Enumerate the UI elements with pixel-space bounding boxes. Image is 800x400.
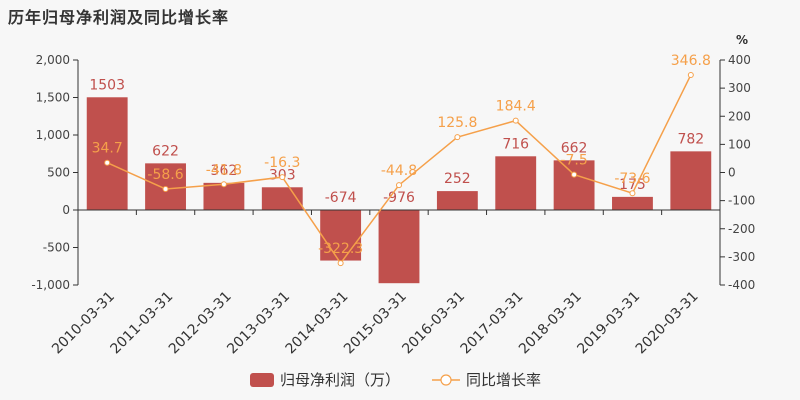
bar-value-label: 252 xyxy=(444,171,471,187)
growth-value-label: -16.3 xyxy=(264,155,300,171)
y-left-tick-label: 1,500 xyxy=(36,91,70,105)
y-right-tick-label: 300 xyxy=(728,81,751,95)
bar xyxy=(612,196,653,210)
growth-value-label: 34.7 xyxy=(92,141,123,157)
growth-point xyxy=(512,117,519,124)
growth-point xyxy=(454,134,461,141)
bar-value-label: 1503 xyxy=(89,77,125,93)
bar-value-label: 622 xyxy=(152,143,179,159)
x-tick-label: 2020-03-31 xyxy=(633,289,702,358)
legend-bar-label: 归母净利润（万） xyxy=(280,371,400,389)
growth-value-label: 184.4 xyxy=(496,99,536,115)
bar xyxy=(203,182,245,210)
y-left-tick-label: 1,000 xyxy=(36,128,70,142)
growth-point xyxy=(337,260,344,267)
y-right-tick-label: 100 xyxy=(728,137,751,151)
bar xyxy=(378,210,420,284)
bar xyxy=(553,160,595,210)
legend-line-label: 同比增长率 xyxy=(466,371,541,389)
chart-title: 历年归母净利润及同比增长率 xyxy=(8,8,230,27)
growth-point xyxy=(687,71,694,78)
bar xyxy=(436,191,478,210)
y-right-tick-label: -200 xyxy=(728,222,755,236)
y-right-tick-label: 0 xyxy=(728,166,736,180)
growth-value-label: 125.8 xyxy=(437,115,477,131)
growth-value-label: -41.8 xyxy=(206,162,242,178)
bar xyxy=(495,156,537,210)
bar-value-label: 716 xyxy=(502,136,529,152)
legend-line-marker xyxy=(440,374,452,386)
bar xyxy=(320,210,362,261)
growth-point xyxy=(571,171,578,178)
y-left-tick-label: 500 xyxy=(47,166,70,180)
bar xyxy=(670,151,712,210)
growth-point xyxy=(162,185,169,192)
y-right-unit: % xyxy=(736,33,748,47)
bar-value-label: -976 xyxy=(383,190,415,206)
bar-value-label: -674 xyxy=(325,190,357,206)
y-left-tick-label: -1,000 xyxy=(31,278,70,292)
y-right-tick-label: -400 xyxy=(728,278,755,292)
growth-value-label: -73.6 xyxy=(614,171,650,187)
y-left-tick-label: -500 xyxy=(43,241,70,255)
y-left-tick-label: 0 xyxy=(62,203,70,217)
y-right-tick-label: 400 xyxy=(728,53,751,67)
y-left-tick-label: 2,000 xyxy=(36,53,70,67)
growth-point xyxy=(396,182,402,189)
legend-bar-swatch xyxy=(250,373,274,387)
growth-value-label: -58.6 xyxy=(147,167,183,183)
y-right-tick-label: 200 xyxy=(728,109,751,123)
growth-value-label: 346.8 xyxy=(671,53,711,69)
growth-value-label: -322.3 xyxy=(318,241,363,257)
bar-value-label: 782 xyxy=(677,131,704,147)
growth-value-label: -44.8 xyxy=(381,163,417,179)
y-right-tick-label: -100 xyxy=(728,194,755,208)
growth-point xyxy=(279,174,286,181)
growth-point xyxy=(629,190,636,197)
y-right-tick-label: -300 xyxy=(728,250,755,264)
bar-value-label: 662 xyxy=(561,140,588,156)
growth-value-label: -7.5 xyxy=(560,153,587,169)
bar-value-label: 362 xyxy=(211,163,238,179)
bar xyxy=(86,97,128,210)
growth-point xyxy=(104,159,111,166)
growth-point xyxy=(220,181,227,188)
